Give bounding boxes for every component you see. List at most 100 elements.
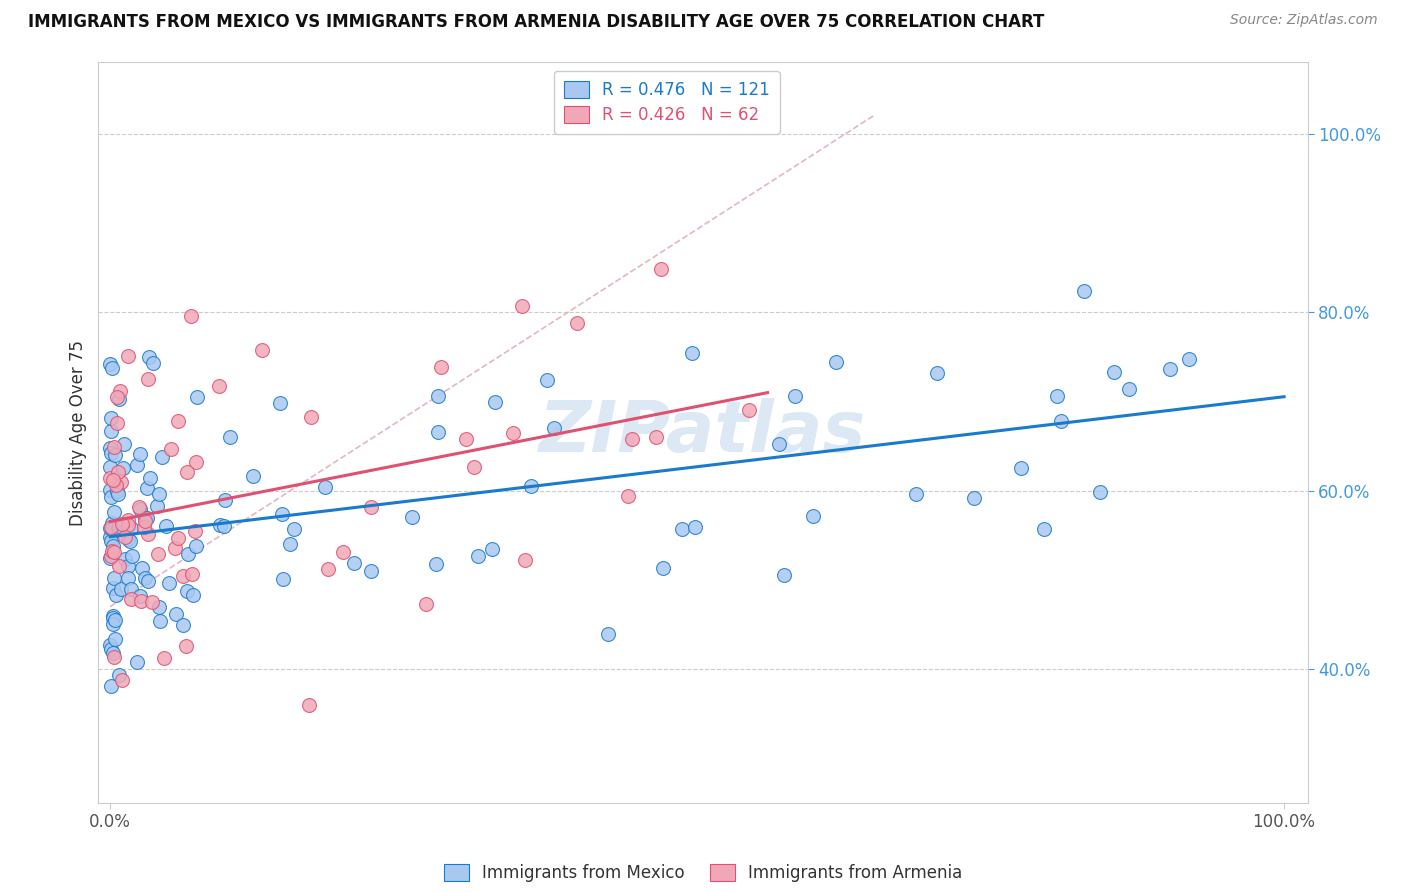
Point (427, 389, 450, 403)
Point (1178, 351, 1201, 366)
Point (184, 524, 207, 538)
Point (100, 491, 122, 505)
Point (176, 465, 198, 479)
Point (101, 581, 124, 595)
Point (184, 455, 207, 469)
Point (146, 548, 169, 562)
Point (101, 609, 124, 624)
Point (129, 447, 152, 461)
Point (1046, 388, 1069, 402)
Point (176, 584, 198, 599)
Point (685, 520, 707, 534)
Point (415, 597, 437, 611)
Point (332, 545, 354, 559)
Y-axis label: Disability Age Over 75: Disability Age Over 75 (69, 340, 87, 525)
Point (650, 262, 672, 277)
Text: IMMIGRANTS FROM MEXICO VS IMMIGRANTS FROM ARMENIA DISABILITY AGE OVER 75 CORRELA: IMMIGRANTS FROM MEXICO VS IMMIGRANTS FRO… (28, 13, 1045, 31)
Point (110, 582, 132, 597)
Point (502, 426, 524, 441)
Point (100, 445, 122, 459)
Point (110, 384, 132, 399)
Point (165, 607, 187, 621)
Point (167, 532, 190, 546)
Point (100, 424, 122, 438)
Point (180, 309, 202, 323)
Point (135, 481, 157, 495)
Point (134, 571, 156, 585)
Point (645, 430, 668, 444)
Point (125, 458, 148, 472)
Point (139, 471, 162, 485)
Point (427, 425, 450, 440)
Point (100, 642, 122, 657)
Point (520, 479, 543, 493)
Point (510, 300, 533, 314)
Point (271, 508, 294, 522)
Point (98, 460, 121, 475)
Point (134, 514, 156, 528)
Point (1159, 362, 1181, 376)
Point (430, 359, 453, 374)
Point (172, 569, 194, 583)
Point (105, 477, 128, 491)
Point (111, 673, 134, 687)
Point (103, 441, 125, 455)
Point (120, 582, 142, 597)
Point (103, 646, 125, 660)
Point (208, 517, 231, 532)
Point (283, 522, 305, 536)
Point (100, 411, 122, 425)
Point (100, 550, 122, 565)
Point (101, 611, 124, 625)
Point (117, 349, 139, 363)
Point (134, 511, 156, 525)
Point (141, 595, 163, 609)
Point (163, 541, 186, 555)
Point (250, 343, 273, 358)
Point (565, 316, 588, 330)
Point (101, 522, 124, 536)
Point (157, 576, 180, 591)
Point (101, 539, 124, 553)
Point (120, 534, 142, 549)
Text: ZIPatlas: ZIPatlas (540, 398, 866, 467)
Point (141, 356, 163, 370)
Point (105, 391, 128, 405)
Point (98, 357, 121, 371)
Point (801, 508, 824, 523)
Point (117, 513, 139, 527)
Point (98, 471, 121, 485)
Point (176, 639, 198, 653)
Point (768, 437, 790, 451)
Point (463, 460, 485, 475)
Point (120, 521, 142, 535)
Point (271, 572, 294, 586)
Point (135, 511, 157, 525)
Point (1088, 484, 1111, 499)
Point (132, 519, 155, 533)
Text: Source: ZipAtlas.com: Source: ZipAtlas.com (1230, 13, 1378, 28)
Point (128, 500, 150, 515)
Point (186, 390, 208, 404)
Point (129, 594, 152, 608)
Point (111, 517, 134, 532)
Point (112, 461, 135, 475)
Point (1033, 522, 1056, 536)
Point (671, 522, 693, 536)
Point (543, 421, 565, 435)
Point (136, 372, 159, 386)
Point (160, 442, 183, 457)
Point (172, 618, 194, 632)
Point (100, 533, 122, 548)
Point (536, 373, 558, 387)
Point (773, 568, 796, 582)
Point (131, 561, 153, 575)
Point (105, 483, 128, 498)
Point (360, 564, 382, 578)
Point (484, 395, 506, 409)
Point (316, 562, 339, 576)
Point (107, 465, 129, 479)
Point (652, 561, 675, 575)
Point (128, 589, 150, 603)
Point (101, 473, 124, 487)
